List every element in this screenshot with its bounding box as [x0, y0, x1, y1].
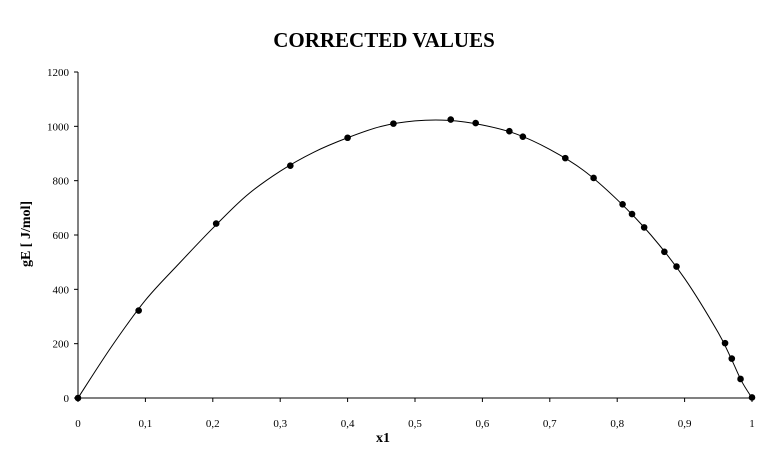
y-tick-label: 1000 [47, 121, 70, 133]
data-point [74, 394, 82, 402]
x-tick-label: 0,6 [476, 418, 490, 430]
data-point [135, 307, 142, 314]
y-axis-title: gE [ J/mol] [19, 201, 34, 267]
y-tick-label: 400 [53, 284, 70, 296]
x-axis-title: x1 [376, 431, 390, 446]
y-tick-label: 200 [53, 339, 70, 351]
data-point [447, 116, 455, 123]
data-point [728, 355, 736, 362]
x-tick-label: 1 [749, 418, 755, 430]
x-tick-label: 0,3 [273, 418, 287, 430]
x-tick-label: 0,4 [341, 418, 355, 430]
data-point [721, 339, 729, 347]
x-tick-label: 0,8 [610, 418, 624, 430]
x-tick-label: 0,1 [139, 418, 153, 430]
data-points [74, 116, 756, 402]
data-point [661, 248, 668, 256]
x-tick-label: 0,5 [408, 418, 422, 430]
x-tick-label: 0,7 [543, 418, 557, 430]
plot-area [78, 72, 752, 398]
data-point [640, 224, 648, 231]
x-tick-label: 0,9 [678, 418, 692, 430]
data-point [344, 134, 351, 142]
data-point [619, 201, 626, 208]
data-point [287, 162, 294, 170]
data-point [673, 263, 680, 270]
y-tick-label: 0 [64, 393, 70, 405]
y-tick-label: 800 [53, 176, 70, 188]
x-tick-label: 0 [75, 418, 81, 430]
data-point [212, 220, 220, 227]
data-point [737, 375, 744, 383]
data-point [748, 394, 756, 401]
data-point [590, 174, 597, 182]
data-point [519, 133, 527, 140]
data-point [562, 154, 569, 162]
data-point [506, 127, 513, 135]
data-point [390, 120, 397, 127]
data-point [472, 119, 479, 127]
y-tick-label: 600 [53, 230, 70, 242]
y-tick-label: 1200 [47, 67, 70, 79]
chart-title: CORRECTED VALUES [273, 28, 495, 52]
data-point [628, 210, 636, 218]
x-tick-label: 0,2 [206, 418, 220, 430]
